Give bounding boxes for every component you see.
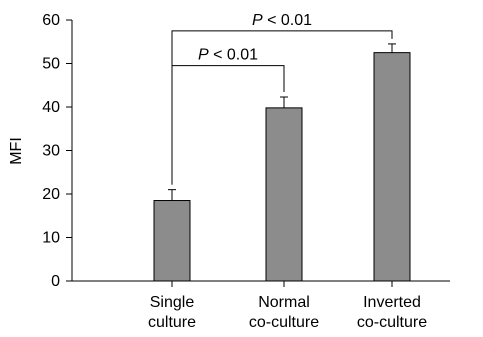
y-tick-label: 50 — [42, 56, 60, 73]
significance-annotations: P < 0.01 P < 0.01 — [171, 12, 393, 185]
bar — [265, 107, 303, 282]
significance-bracket — [171, 30, 393, 185]
significance-label: P < 0.01 — [252, 12, 312, 29]
y-tick-label: 20 — [42, 186, 60, 203]
x-tick-label: Single — [150, 294, 195, 311]
y-axis-label: MFI — [8, 137, 25, 165]
y-tick-label: 60 — [42, 12, 60, 29]
y-tick-label: 10 — [42, 230, 60, 247]
y-tick-label: 30 — [42, 143, 60, 160]
significance-label: P < 0.01 — [198, 47, 258, 64]
x-tick-label: co-culture — [357, 314, 427, 331]
bar — [373, 52, 411, 282]
x-tick-label: co-culture — [249, 314, 319, 331]
y-tick-label: 0 — [51, 273, 60, 290]
bar — [153, 200, 191, 282]
x-tick-label: culture — [148, 314, 196, 331]
bars — [153, 43, 411, 282]
x-tick-label: Normal — [258, 294, 310, 311]
axes: 0 10 20 30 40 50 60 Single culture Normal co-cultu… — [42, 12, 450, 331]
x-tick-label: Inverted — [363, 294, 421, 311]
y-tick-label: 40 — [42, 99, 60, 116]
